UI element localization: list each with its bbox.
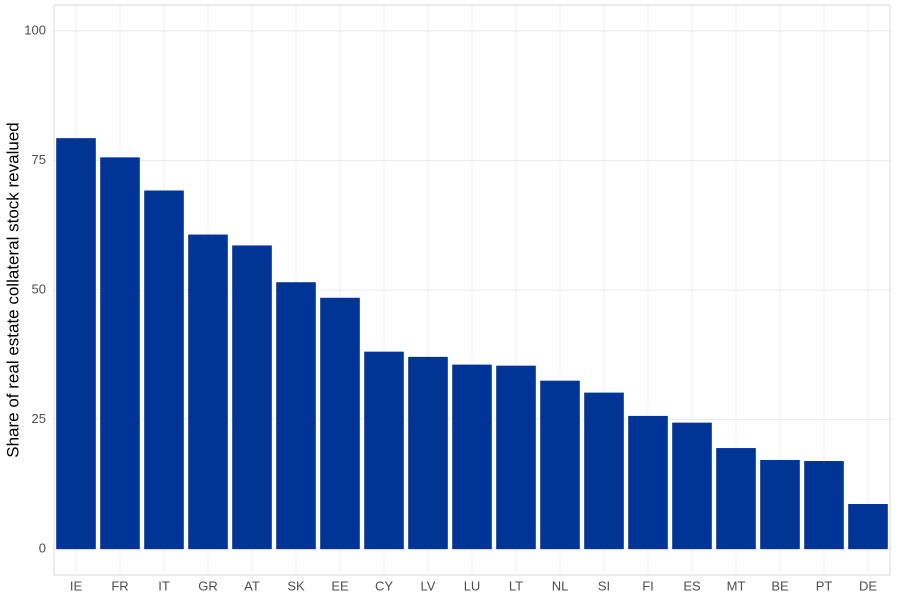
bar bbox=[56, 138, 96, 550]
y-axis-label: Share of real estate collateral stock re… bbox=[3, 122, 22, 457]
bar bbox=[144, 190, 184, 550]
x-tick-label: FR bbox=[111, 578, 128, 593]
bar bbox=[232, 245, 272, 550]
x-tick-label: GR bbox=[198, 578, 218, 593]
y-tick-label: 0 bbox=[39, 541, 46, 556]
x-tick-label: LU bbox=[464, 578, 481, 593]
x-tick-label: DE bbox=[859, 578, 877, 593]
y-tick-label: 75 bbox=[32, 152, 46, 167]
bar bbox=[848, 504, 888, 550]
bar bbox=[364, 351, 404, 550]
y-tick-label: 25 bbox=[32, 411, 46, 426]
x-tick-label: LV bbox=[421, 578, 436, 593]
x-tick-label: EE bbox=[331, 578, 349, 593]
bar bbox=[496, 365, 536, 550]
x-tick-label: IT bbox=[158, 578, 170, 593]
bar bbox=[320, 297, 360, 550]
bar bbox=[672, 422, 712, 550]
bar bbox=[804, 461, 844, 550]
bar bbox=[452, 364, 492, 550]
panel-border bbox=[53, 4, 891, 576]
x-tick-label: NL bbox=[552, 578, 569, 593]
x-tick-label: BE bbox=[771, 578, 789, 593]
x-tick-label: PT bbox=[816, 578, 833, 593]
bar bbox=[408, 356, 448, 550]
x-tick-label: IE bbox=[70, 578, 83, 593]
x-tick-label: FI bbox=[642, 578, 654, 593]
bar bbox=[540, 380, 580, 550]
x-tick-label: AT bbox=[244, 578, 260, 593]
x-tick-label: SK bbox=[287, 578, 305, 593]
x-tick-label: MT bbox=[727, 578, 746, 593]
bar bbox=[584, 392, 624, 550]
bar bbox=[100, 157, 140, 550]
y-tick-label: 50 bbox=[32, 281, 46, 296]
x-tick-label: ES bbox=[683, 578, 701, 593]
bar bbox=[760, 459, 800, 550]
bar bbox=[188, 234, 228, 550]
x-tick-label: SI bbox=[598, 578, 610, 593]
bar bbox=[276, 282, 316, 550]
x-tick-label: CY bbox=[375, 578, 393, 593]
x-tick-label: LT bbox=[509, 578, 523, 593]
bar bbox=[716, 448, 756, 550]
bar bbox=[628, 415, 668, 550]
y-tick-label: 100 bbox=[24, 22, 46, 37]
